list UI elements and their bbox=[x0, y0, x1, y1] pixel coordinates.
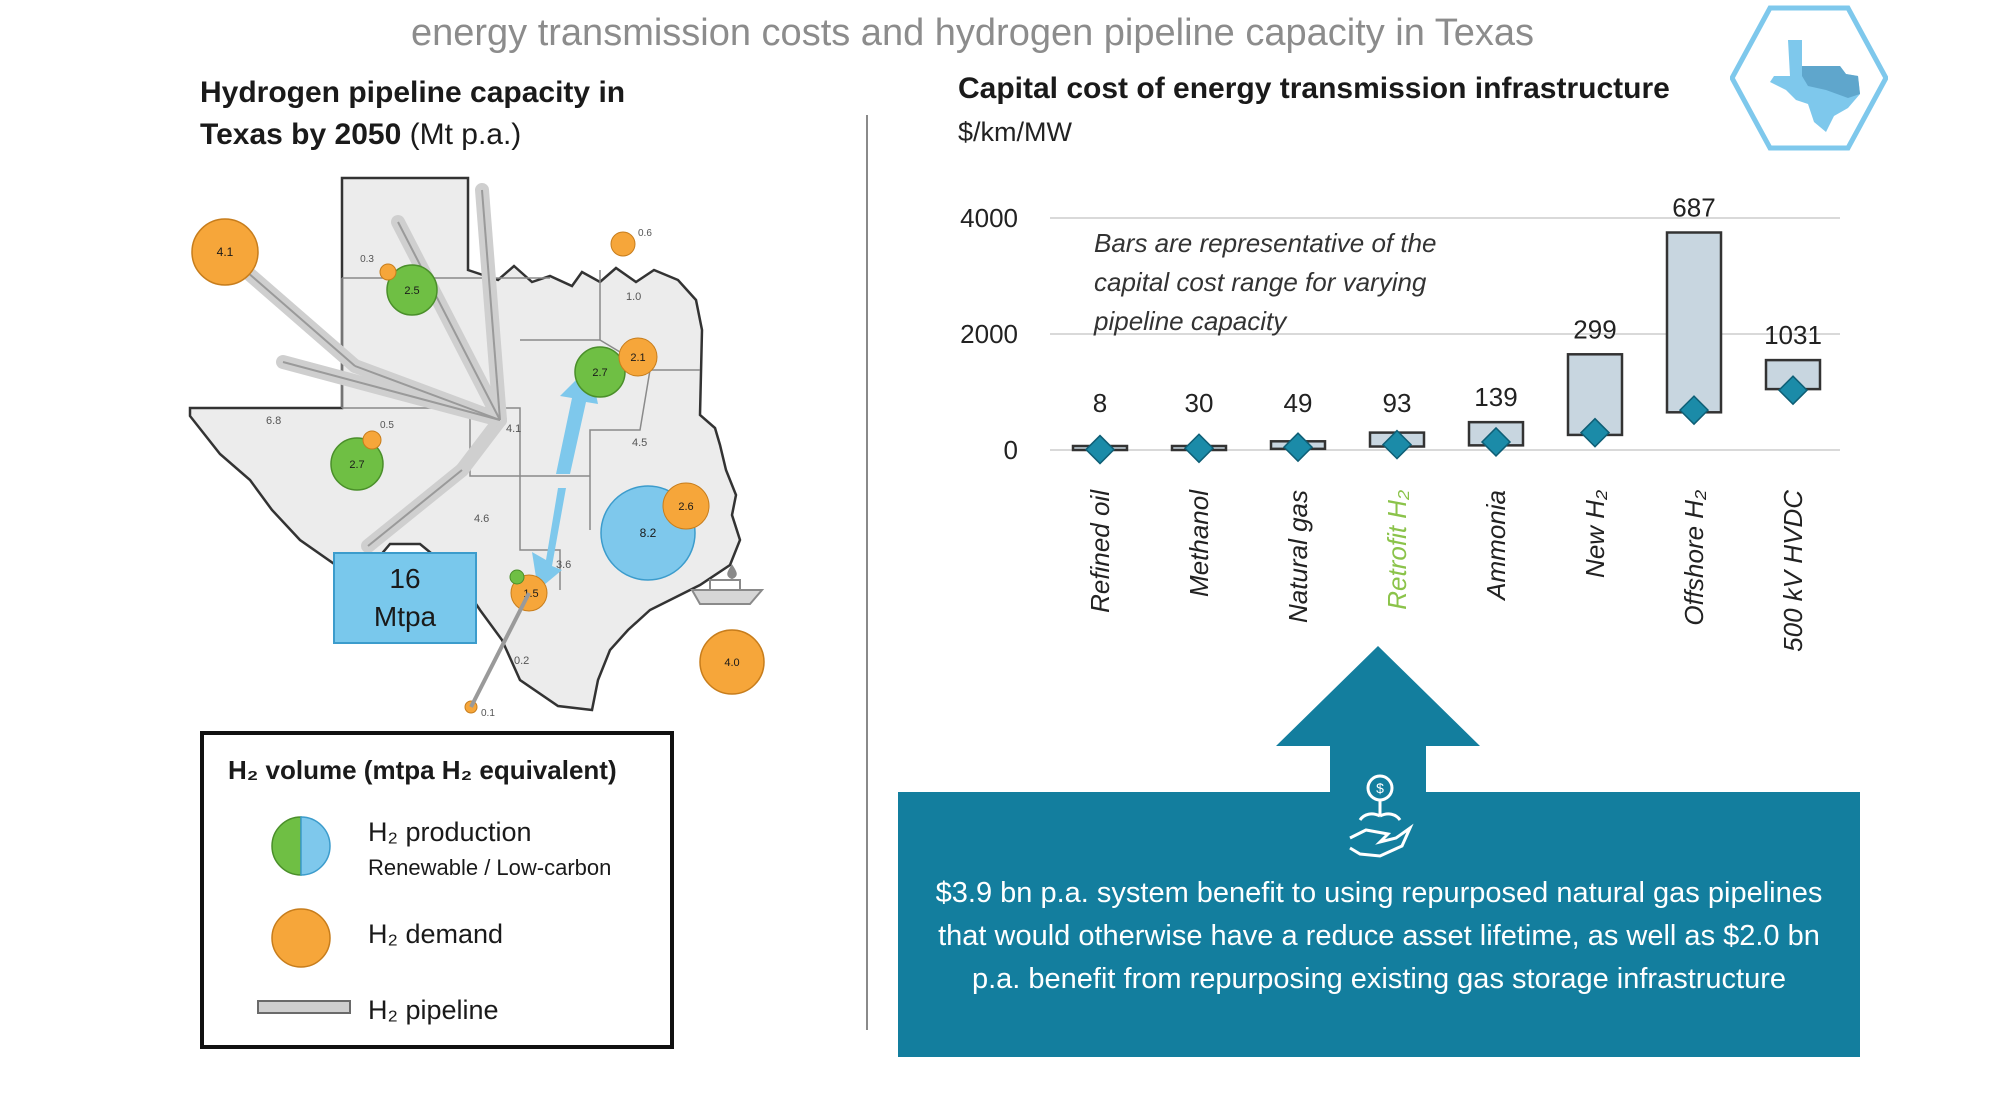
svg-text:Bars are representative of the: Bars are representative of the bbox=[1094, 228, 1437, 258]
demand-node: 0.5 bbox=[362, 420, 394, 450]
data-label: 139 bbox=[1474, 382, 1517, 412]
chart-note: Bars are representative of the capital c… bbox=[1093, 228, 1437, 336]
cost-point-marker bbox=[1282, 432, 1314, 463]
up-arrow-icon bbox=[1276, 646, 1480, 796]
svg-text:capital cost range for varying: capital cost range for varying bbox=[1094, 267, 1427, 297]
total-capacity-callout: 16 Mtpa bbox=[333, 552, 477, 644]
svg-text:4.5: 4.5 bbox=[632, 437, 647, 449]
cost-bar-chart: 0 2000 4000 8 30 49 93 139 299 687 1031 Refined o… bbox=[960, 193, 1840, 652]
demand-node: 2.1 bbox=[618, 337, 658, 377]
legend-production-sub: Renewable / Low-carbon bbox=[368, 855, 612, 880]
svg-text:1.0: 1.0 bbox=[626, 291, 641, 303]
category-label: Methanol bbox=[1184, 489, 1214, 597]
category-label: Natural gas bbox=[1283, 490, 1313, 623]
category-label: Ammonia bbox=[1481, 490, 1511, 602]
svg-text:4.6: 4.6 bbox=[474, 513, 489, 525]
x-axis-categories: Refined oil Methanol Natural gas Retrofit H… bbox=[1085, 489, 1808, 652]
legend-production-label: H₂ production bbox=[368, 817, 532, 847]
svg-text:0.5: 0.5 bbox=[380, 420, 394, 431]
benefit-callout bbox=[898, 792, 1860, 1057]
legend-pipeline-label: H₂ pipeline bbox=[368, 995, 499, 1025]
cost-point-marker bbox=[1678, 395, 1710, 426]
demand-node: 0.6 bbox=[610, 228, 652, 257]
map-title-line2: Texas by 2050 bbox=[200, 118, 402, 151]
svg-text:$: $ bbox=[1376, 780, 1384, 796]
cost-point-marker bbox=[1381, 429, 1413, 460]
svg-text:2.7: 2.7 bbox=[349, 459, 364, 471]
demand-node: 4.1 bbox=[191, 218, 259, 286]
chart-title: Capital cost of energy transmission infr… bbox=[958, 72, 1670, 105]
data-label: 93 bbox=[1383, 388, 1412, 418]
demand-node: 2.6 bbox=[662, 482, 710, 530]
demand-legend-icon bbox=[271, 908, 331, 968]
cost-point-marker bbox=[1084, 434, 1116, 465]
chart-markers bbox=[1084, 375, 1809, 465]
map-nodes: 2.5 2.7 2.7 8.2 4.1 0.3 0.6 2.1 0.5 2.6 … bbox=[191, 218, 765, 719]
svg-text:3.6: 3.6 bbox=[556, 559, 571, 571]
map-title-line1: Hydrogen pipeline capacity in bbox=[200, 76, 626, 109]
cost-point-marker bbox=[1777, 375, 1809, 406]
chart-unit: $/km/MW bbox=[958, 117, 1072, 147]
callout-unit: Mtpa bbox=[373, 601, 437, 632]
category-label: New H₂ bbox=[1580, 490, 1610, 578]
svg-text:4.1: 4.1 bbox=[217, 245, 234, 259]
production-node: 2.5 bbox=[386, 264, 438, 316]
panel-divider bbox=[866, 115, 868, 1030]
production-legend-icon bbox=[271, 816, 331, 876]
texas-pipeline-map bbox=[188, 176, 742, 712]
svg-text:6.8: 6.8 bbox=[266, 415, 281, 427]
svg-text:2.1: 2.1 bbox=[630, 352, 645, 364]
production-node: 2.7 bbox=[574, 346, 626, 398]
data-label: 8 bbox=[1093, 388, 1107, 418]
category-label: Retrofit H₂ bbox=[1382, 490, 1412, 610]
demand-node: 4.0 bbox=[699, 629, 765, 695]
demand-node: 0.3 bbox=[360, 254, 397, 281]
demand-node: 0.1 bbox=[464, 700, 495, 719]
map-legend: H₂ volume (mtpa H₂ equivalent) H₂ produc… bbox=[200, 731, 674, 1049]
data-label: 1031 bbox=[1764, 320, 1822, 350]
cost-range-bar bbox=[1665, 231, 1723, 414]
svg-text:2.5: 2.5 bbox=[404, 285, 419, 297]
svg-text:4.0: 4.0 bbox=[724, 657, 739, 669]
svg-text:2.6: 2.6 bbox=[678, 501, 693, 513]
chart-data-labels: 8 30 49 93 139 299 687 1031 bbox=[1093, 193, 1822, 419]
map-title: Hydrogen pipeline capacity in Texas by 2… bbox=[200, 72, 625, 156]
y-tick-label: 0 bbox=[1004, 435, 1018, 465]
svg-text:4.1: 4.1 bbox=[506, 423, 521, 435]
cost-point-marker bbox=[1579, 417, 1611, 448]
ship-icon bbox=[690, 564, 765, 605]
data-label: 687 bbox=[1672, 193, 1715, 223]
data-label: 299 bbox=[1573, 314, 1616, 344]
data-label: 49 bbox=[1284, 388, 1313, 418]
category-label: Refined oil bbox=[1085, 489, 1115, 613]
svg-text:0.1: 0.1 bbox=[481, 708, 495, 719]
svg-text:0.2: 0.2 bbox=[514, 655, 529, 667]
y-tick-label: 4000 bbox=[960, 203, 1018, 233]
texas-logo-icon bbox=[1730, 5, 1888, 151]
legend-demand-label: H₂ demand bbox=[368, 919, 504, 949]
svg-text:0.6: 0.6 bbox=[638, 228, 652, 239]
svg-text:2.7: 2.7 bbox=[592, 367, 607, 379]
map-title-unit: (Mt p.a.) bbox=[409, 118, 522, 151]
svg-text:0.3: 0.3 bbox=[360, 254, 374, 265]
benefit-text: $3.9 bn p.a. system benefit to using rep… bbox=[935, 877, 1823, 995]
category-label: 500 kV HVDC bbox=[1778, 490, 1808, 652]
cost-point-marker bbox=[1183, 433, 1215, 464]
page-title: energy transmission costs and hydrogen p… bbox=[410, 12, 1535, 54]
cost-point-marker bbox=[1480, 426, 1512, 457]
data-label: 30 bbox=[1185, 388, 1214, 418]
svg-text:pipeline capacity: pipeline capacity bbox=[1093, 306, 1288, 336]
legend-title: H₂ volume (mtpa H₂ equivalent) bbox=[228, 755, 617, 785]
flow-arrow-icon bbox=[532, 488, 566, 590]
svg-text:8.2: 8.2 bbox=[640, 526, 657, 540]
category-label: Offshore H₂ bbox=[1679, 490, 1709, 626]
hand-coin-icon: $ bbox=[1349, 774, 1414, 858]
y-axis-ticks: 0 2000 4000 bbox=[960, 203, 1018, 465]
pipeline-legend-icon bbox=[257, 1000, 351, 1014]
callout-value: 16 bbox=[389, 563, 421, 594]
y-tick-label: 2000 bbox=[960, 319, 1018, 349]
production-node: 2.7 bbox=[330, 437, 384, 491]
